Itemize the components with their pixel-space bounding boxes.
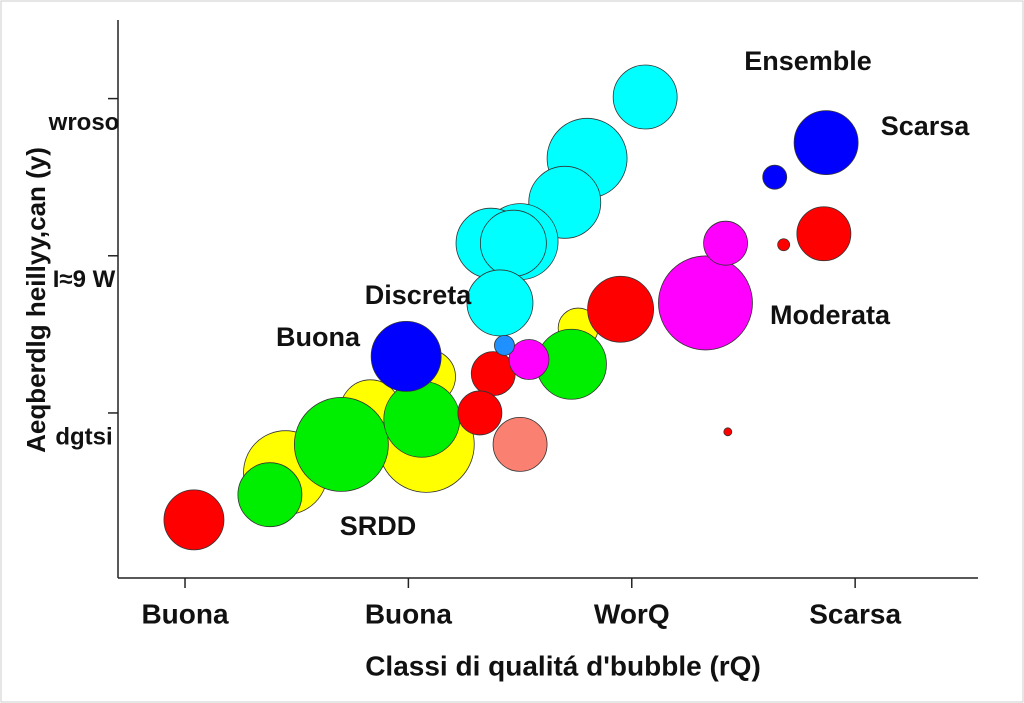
annotation: Ensemble <box>744 46 872 76</box>
bubble <box>163 489 225 551</box>
annotation: Moderata <box>770 300 891 330</box>
bubbles <box>163 64 859 551</box>
annotation: Scarsa <box>881 111 971 141</box>
bubble <box>508 339 550 380</box>
bubble <box>793 110 859 176</box>
annotation: SRDD <box>340 511 417 541</box>
annotation: Buona <box>276 322 361 352</box>
y-tick-label: dgtsi <box>55 423 112 450</box>
x-tick-label: Scarsa <box>809 598 901 629</box>
y-tick-label: I≈9 W <box>53 266 116 293</box>
x-tick-label: Buona <box>141 598 229 629</box>
bubble <box>723 427 733 437</box>
bubble <box>796 206 852 262</box>
bubble <box>777 238 791 252</box>
bubble <box>703 220 748 266</box>
bubble <box>237 462 303 528</box>
y-tick-label: wroso <box>48 109 120 136</box>
annotation: Discreta <box>365 280 473 310</box>
bubble <box>762 164 788 190</box>
bubble <box>492 416 548 472</box>
x-tick-label: Buona <box>365 598 453 629</box>
x-axis-label: Classi di qualitá d'bubble (rQ) <box>365 650 761 681</box>
y-axis-label: Aeqberdlg heillyy,can (y) <box>21 147 51 453</box>
bubble <box>612 64 678 130</box>
x-tick-label: WorQ <box>594 598 670 629</box>
bubble <box>479 209 547 277</box>
bubble <box>457 390 503 436</box>
bubble <box>587 275 654 343</box>
bubble <box>494 334 515 356</box>
bubble <box>658 255 753 351</box>
bubble <box>370 320 442 392</box>
bubble <box>383 380 461 458</box>
bubble <box>293 396 389 492</box>
bubble <box>466 269 534 337</box>
